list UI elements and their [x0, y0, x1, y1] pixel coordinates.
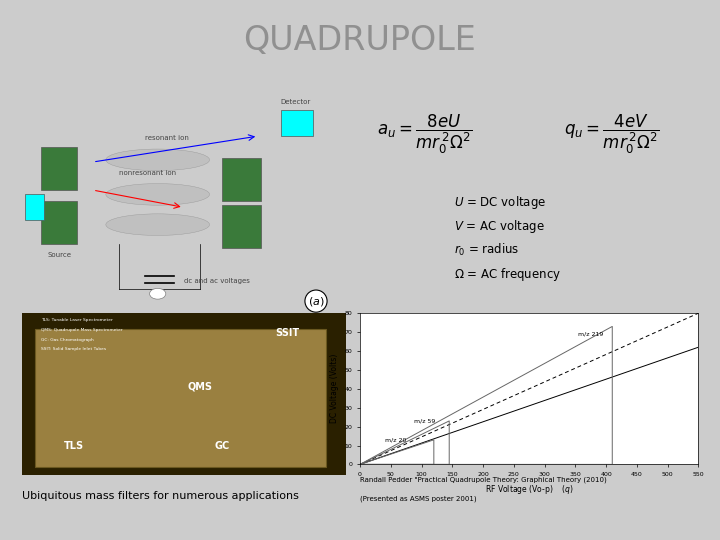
Text: TLS: TLS [63, 441, 84, 451]
Text: SSIT: SSIT [275, 328, 300, 338]
Text: $a_u = \dfrac{8eU}{mr_0^{\,2}\Omega^2}$: $a_u = \dfrac{8eU}{mr_0^{\,2}\Omega^2}$ [377, 112, 472, 156]
Text: (Presented as ASMS poster 2001): (Presented as ASMS poster 2001) [360, 495, 477, 502]
Text: TLS: Tunable Laser Spectrometer: TLS: Tunable Laser Spectrometer [41, 318, 113, 322]
Circle shape [150, 288, 166, 299]
Text: Ubiquitous mass filters for numerous applications: Ubiquitous mass filters for numerous app… [22, 491, 299, 502]
Text: QMS: QMS [187, 381, 212, 391]
Ellipse shape [106, 214, 210, 235]
Ellipse shape [106, 184, 210, 205]
Y-axis label: DC Voltage (Volts): DC Voltage (Volts) [330, 354, 339, 423]
Text: $\mathit{(a)}$: $\mathit{(a)}$ [307, 295, 324, 308]
FancyBboxPatch shape [222, 205, 261, 248]
Ellipse shape [106, 149, 210, 171]
Text: nonresonant ion: nonresonant ion [119, 170, 176, 176]
Text: $U$ = DC voltage: $U$ = DC voltage [454, 194, 546, 211]
Text: resonant ion: resonant ion [145, 135, 189, 141]
Text: $q_u = \dfrac{4eV}{mr_0^{\,2}\Omega^2}$: $q_u = \dfrac{4eV}{mr_0^{\,2}\Omega^2}$ [564, 112, 660, 156]
Text: m/z 219: m/z 219 [578, 332, 604, 337]
Text: QUADRUPOLE: QUADRUPOLE [243, 24, 477, 57]
Text: GC: Gas Chromatograph: GC: Gas Chromatograph [41, 338, 94, 341]
Text: $r_0$ = radius: $r_0$ = radius [454, 242, 519, 258]
Text: m/z 20: m/z 20 [384, 438, 406, 443]
Text: $\Omega$ = AC frequency: $\Omega$ = AC frequency [454, 266, 561, 282]
Text: SSIT: Solid Sample Inlet Tubes: SSIT: Solid Sample Inlet Tubes [41, 347, 106, 351]
FancyBboxPatch shape [22, 313, 346, 475]
X-axis label: RF Voltage (Vo-p)    $\mathit{(q)}$: RF Voltage (Vo-p) $\mathit{(q)}$ [485, 483, 574, 496]
Text: GC: GC [215, 441, 230, 451]
Text: m/z 59: m/z 59 [414, 419, 436, 424]
FancyBboxPatch shape [281, 110, 313, 136]
Text: $V$ = AC voltage: $V$ = AC voltage [454, 218, 544, 235]
FancyBboxPatch shape [35, 329, 326, 467]
Text: Detector: Detector [281, 98, 311, 105]
FancyBboxPatch shape [41, 201, 76, 244]
FancyBboxPatch shape [222, 158, 261, 201]
Text: Randall Pedder "Practical Quadrupole Theory: Graphical Theory (2010): Randall Pedder "Practical Quadrupole The… [360, 476, 607, 483]
FancyBboxPatch shape [24, 194, 44, 220]
Text: QMS: Quadrupole Mass Spectrometer: QMS: Quadrupole Mass Spectrometer [41, 328, 122, 332]
Text: dc and ac voltages: dc and ac voltages [184, 278, 249, 284]
FancyBboxPatch shape [41, 147, 76, 190]
Text: Source: Source [48, 252, 71, 258]
